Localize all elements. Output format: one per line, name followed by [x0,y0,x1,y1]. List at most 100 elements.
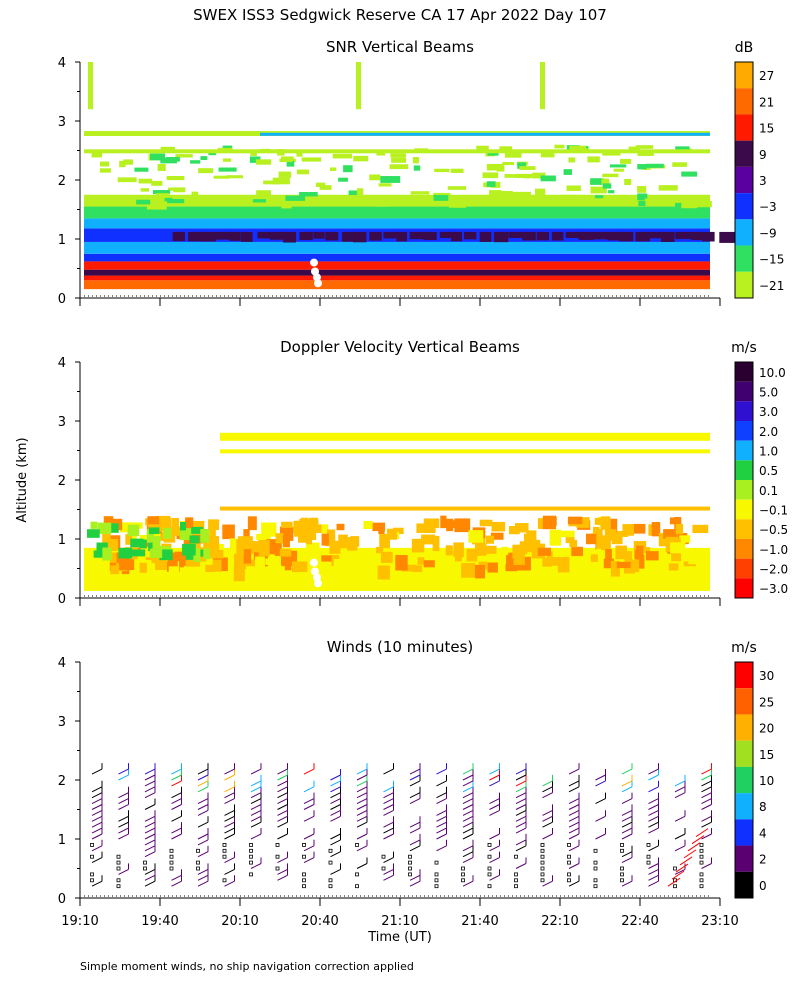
colorbar-swatch [735,558,753,579]
wind-barb [515,815,527,822]
colorbar-swatch [735,578,753,598]
doppler-patch [616,561,631,569]
snr-patch [646,231,664,239]
doppler-patch [514,523,529,533]
wind-barb [701,798,712,805]
snr-patch [369,231,382,241]
snr-patch [376,203,389,207]
wind-barb [383,798,394,805]
snr-patch [315,182,326,187]
colorbar-swatch [735,362,753,382]
colorbar-label: −0.5 [759,523,788,537]
wind-barb [277,804,288,810]
wind-barb [462,833,474,840]
snr-patch [637,185,647,193]
wind-barb [118,792,129,799]
wind-barb [489,833,500,840]
plot-area [84,62,736,290]
wind-barb [687,842,701,852]
panel-title: Winds (10 minutes) [327,638,474,656]
snr-patch [410,191,430,195]
colorbar-label: −21 [759,279,784,293]
snr-patch [694,201,712,208]
doppler-patch [376,546,384,554]
doppler-patch [191,526,204,534]
wind-barb [701,821,712,828]
snr-patch [540,175,556,182]
colorbar-swatch [735,499,753,520]
wind-barb [171,833,182,840]
calm-wind-marker [699,872,704,877]
doppler-patch [333,558,342,570]
wind-barb [436,827,447,834]
doppler-patch [109,558,116,571]
snr-patch [413,165,421,171]
snr-patch [99,161,110,167]
snr-patch [519,166,536,170]
doppler-patch [131,549,146,557]
wind-barb [383,874,394,881]
wind-barb [462,827,474,834]
snr-patch [175,154,193,158]
snr-patch [390,153,406,158]
wind-barb [542,786,553,793]
snr-patch [313,231,325,239]
wind-barb [224,809,235,816]
colorbar-swatch [735,440,753,461]
wind-barb [568,804,580,810]
calm-wind-marker [461,872,465,877]
wind-barb [515,768,527,775]
doppler-patch [638,554,645,569]
snr-patch [590,186,607,194]
wind-barb [409,827,421,834]
calm-wind-marker [620,878,624,883]
snr-patch [620,158,632,164]
wind-barb [489,804,500,810]
wind-barb [330,868,341,875]
doppler-patch [379,533,390,549]
wind-barb [144,780,156,787]
colorbar-label: 0.5 [759,464,778,478]
wind-barb [568,845,580,852]
snr-streak [540,62,545,110]
doppler-patch [229,538,237,553]
snr-patch [369,174,381,181]
snr-patch [450,168,464,173]
calm-wind-marker [487,843,492,847]
wind-barb [144,874,156,881]
y-tick-label: 0 [58,892,66,907]
snr-patch [409,231,426,240]
colorbar-label: 10 [759,774,774,788]
wind-barb [595,780,606,787]
wind-barb [436,798,447,805]
doppler-patch [688,550,698,565]
wind-barb [330,786,341,793]
wind-barb [515,804,527,810]
snr-patch [486,163,504,171]
snr-patch [536,231,549,241]
snr-patch [218,167,237,172]
snr-patch [229,231,241,241]
wind-barb [436,821,447,828]
wind-barb [277,857,288,864]
calm-wind-marker [514,854,518,859]
panel-2: Doppler Velocity Vertical Beams01234m/s1… [58,338,788,607]
doppler-patch [593,526,600,534]
y-tick-label: 4 [58,56,66,71]
wind-barb [118,821,129,828]
wind-barb [250,792,262,799]
colorbar-swatch [735,819,753,846]
doppler-patch [179,521,186,531]
doppler-patch [291,561,308,573]
doppler-patch [423,560,435,568]
wind-barb [250,809,262,816]
colorbar-label: 0.1 [759,484,778,498]
snr-patch [191,191,199,197]
wind-barb [91,880,103,887]
footnote: Simple moment winds, no ship navigation … [80,960,414,973]
wind-barb [648,804,659,810]
colorbar-label: 10.0 [759,366,786,380]
colorbar-frame [734,61,754,299]
wind-barb [144,815,156,822]
doppler-patch [513,549,525,565]
